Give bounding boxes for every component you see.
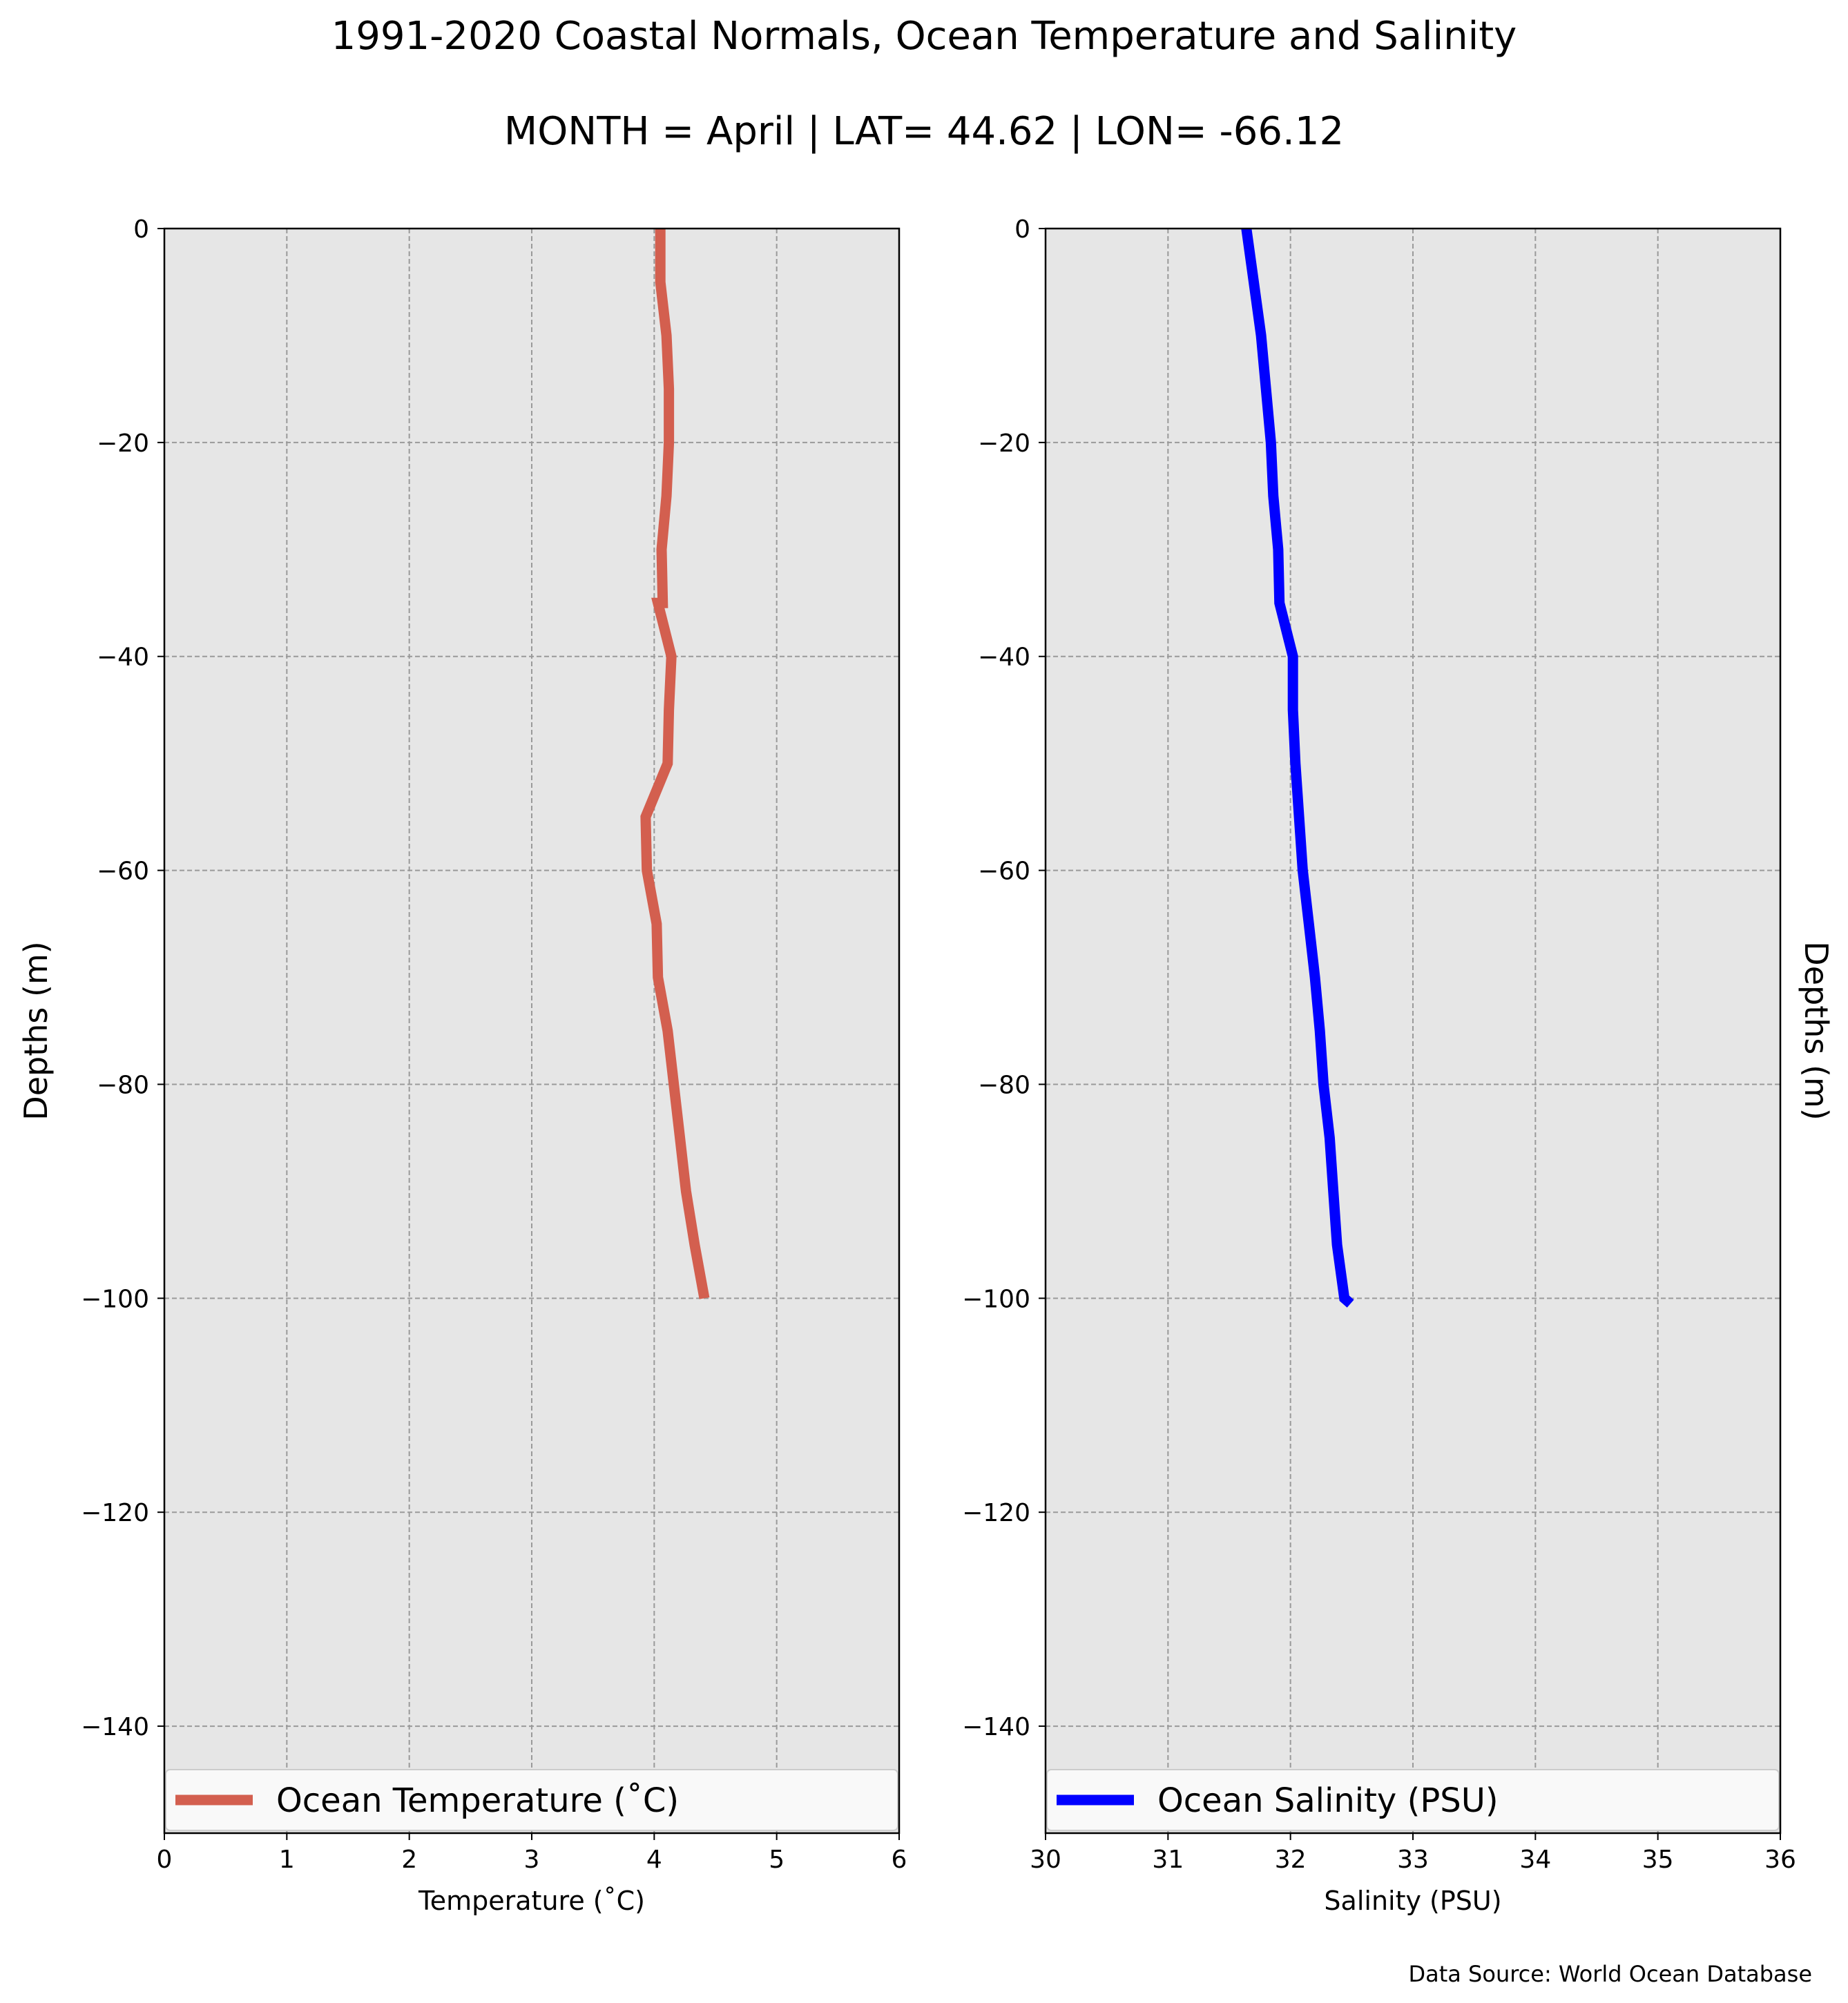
y-tick-label: −120 [962,1499,1030,1527]
y-axis-label: Depths (m) [17,941,55,1120]
axes-frame [163,227,901,1835]
axes-frame [1044,227,1782,1835]
y-tick-label: −100 [81,1285,149,1313]
x-tick-label: 36 [1764,1846,1796,1874]
legend-label: Ocean Salinity (PSU) [1157,1781,1499,1820]
x-tick-label: 6 [892,1846,907,1874]
series-line [640,229,710,1299]
x-tick-label: 4 [646,1846,662,1874]
x-tick-label: 33 [1397,1846,1429,1874]
y-tick-label: −100 [962,1285,1030,1313]
y-tick-label: −80 [978,1071,1030,1099]
legend-box [165,1769,898,1831]
x-tick-label: 0 [157,1846,173,1874]
x-tick-label: 5 [769,1846,785,1874]
x-tick-label: 34 [1519,1846,1551,1874]
y-tick-label: −20 [97,429,149,458]
temperature-panel: 0 1 2 3 4 5 6 0 −20 −40 −60 −80 −100 −120 −140 Ocean Te… [17,215,907,1916]
series-line [1241,227,1354,1308]
chart-subtitle: MONTH = April | LAT= 44.62 | LON= -66.12 [503,109,1345,154]
y-tick-label: −140 [81,1713,149,1741]
x-tick-label: 30 [1030,1846,1061,1874]
x-tick-label: 1 [279,1846,295,1874]
legend-label: Ocean Temperature (˚C) [276,1781,679,1820]
y-tick-label: 0 [133,215,149,244]
y-tick-label: −40 [978,644,1030,672]
data-source-note: Data Source: World Ocean Database [1408,1961,1812,1987]
y-tick-label: −40 [97,644,149,672]
salinity-panel: 30 31 32 33 34 35 36 0 −20 −40 −60 −80 −100 −120 −140 O… [962,215,1835,1916]
x-tick-label: 31 [1152,1846,1184,1874]
x-tick-label: 2 [401,1846,417,1874]
y-tick-label: −60 [97,858,149,886]
x-tick-label: 32 [1275,1846,1307,1874]
y-tick-label: −20 [978,429,1030,458]
x-tick-label: 35 [1642,1846,1674,1874]
y-tick-label: 0 [1014,215,1030,244]
y-tick-label: −80 [97,1071,149,1099]
y-tick-label: −140 [962,1713,1030,1741]
y-tick-label: −60 [978,858,1030,886]
y-axis-label: Depths (m) [1798,941,1835,1120]
y-tick-label: −120 [81,1499,149,1527]
x-tick-label: 3 [524,1846,540,1874]
legend-box [1046,1769,1780,1831]
chart-title: 1991-2020 Coastal Normals, Ocean Tempera… [331,14,1517,59]
x-axis-label: Temperature (˚C) [418,1886,645,1916]
x-axis-label: Salinity (PSU) [1324,1886,1501,1916]
